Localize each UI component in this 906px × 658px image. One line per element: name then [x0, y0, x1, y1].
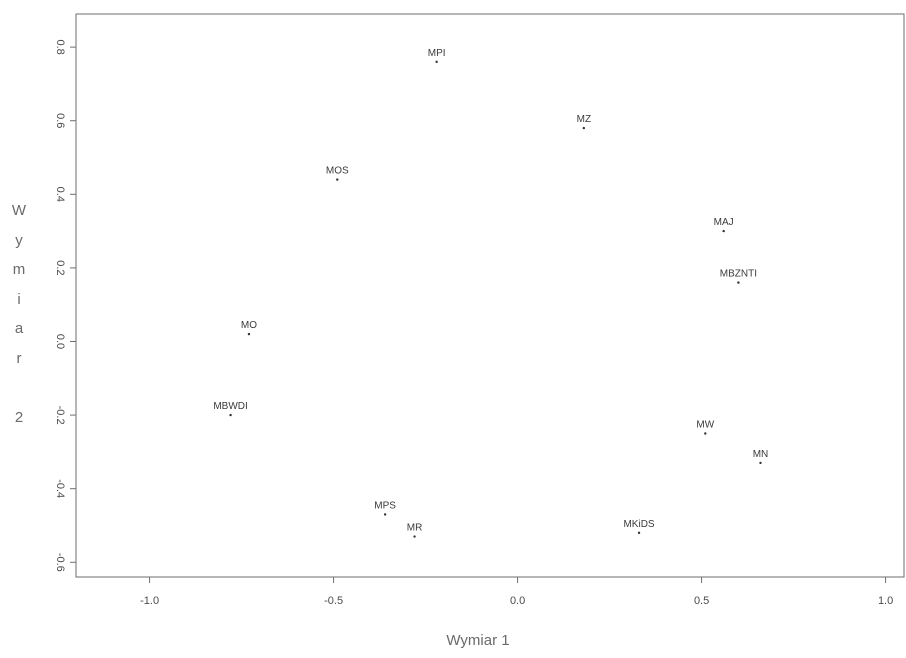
- y-axis-title-char: [6, 373, 32, 403]
- point-label: MBZNTI: [720, 269, 757, 280]
- y-axis-title-char: m: [6, 255, 32, 285]
- data-point: MBWDI: [213, 401, 247, 416]
- point-label: MPS: [374, 500, 396, 511]
- y-tick-label: 0.0: [54, 334, 66, 349]
- data-point: MZ: [577, 114, 591, 129]
- data-point: MR: [407, 523, 423, 538]
- data-point: MW: [696, 419, 714, 434]
- plot-frame: [76, 14, 904, 577]
- data-point: MO: [241, 320, 257, 335]
- data-points: MPI MZ MOS MAJ MBZNTI MO MBWDI MW MN MPS MR MKiDS: [213, 48, 768, 538]
- y-tick-label: -0.6: [54, 553, 66, 572]
- point-label: MW: [696, 419, 714, 430]
- y-tick-label: 0.4: [54, 187, 66, 202]
- point-marker: [583, 127, 585, 129]
- point-marker: [413, 535, 415, 537]
- y-tick-label: 0.8: [54, 39, 66, 54]
- x-tick-label: -1.0: [140, 595, 159, 607]
- y-tick-label: 0.2: [54, 260, 66, 275]
- point-marker: [384, 513, 386, 515]
- point-label: MZ: [577, 114, 591, 125]
- point-label: MOS: [326, 166, 349, 177]
- point-marker: [704, 432, 706, 434]
- y-axis: -0.6 -0.4 -0.2 0.0 0.2 0.4 0.6 0.8: [54, 39, 76, 571]
- point-marker: [435, 61, 437, 63]
- point-label: MN: [753, 449, 769, 460]
- y-axis-title-char: 2: [6, 403, 32, 433]
- data-point: MOS: [326, 166, 349, 181]
- y-axis-title-char: i: [6, 285, 32, 315]
- point-marker: [759, 462, 761, 464]
- y-tick-label: 0.6: [54, 113, 66, 128]
- x-tick-label: -0.5: [324, 595, 343, 607]
- point-label: MAJ: [714, 217, 734, 228]
- point-label: MO: [241, 320, 257, 331]
- point-marker: [638, 532, 640, 534]
- y-tick-label: -0.2: [54, 406, 66, 425]
- point-marker: [737, 281, 739, 283]
- point-marker: [336, 178, 338, 180]
- data-point: MKiDS: [623, 519, 654, 534]
- point-marker: [229, 414, 231, 416]
- data-point: MBZNTI: [720, 269, 757, 284]
- point-label: MR: [407, 523, 423, 534]
- x-tick-label: 0.5: [694, 595, 709, 607]
- data-point: MN: [753, 449, 769, 464]
- y-axis-title-char: y: [6, 226, 32, 256]
- x-tick-label: 0.0: [510, 595, 525, 607]
- data-point: MAJ: [714, 217, 734, 232]
- y-axis-title-char: a: [6, 314, 32, 344]
- data-point: MPI: [428, 48, 446, 63]
- x-tick-label: 1.0: [878, 595, 893, 607]
- x-axis: -1.0 -0.5 0.0 0.5 1.0: [140, 577, 893, 607]
- y-axis-title-char: r: [6, 344, 32, 374]
- x-axis-title: Wymiar 1: [418, 632, 538, 649]
- point-label: MPI: [428, 48, 446, 59]
- y-tick-label: -0.4: [54, 479, 66, 498]
- point-label: MBWDI: [213, 401, 247, 412]
- point-marker: [248, 333, 250, 335]
- point-label: MKiDS: [623, 519, 654, 530]
- data-point: MPS: [374, 500, 396, 515]
- y-axis-title-char: W: [6, 196, 32, 226]
- point-marker: [722, 230, 724, 232]
